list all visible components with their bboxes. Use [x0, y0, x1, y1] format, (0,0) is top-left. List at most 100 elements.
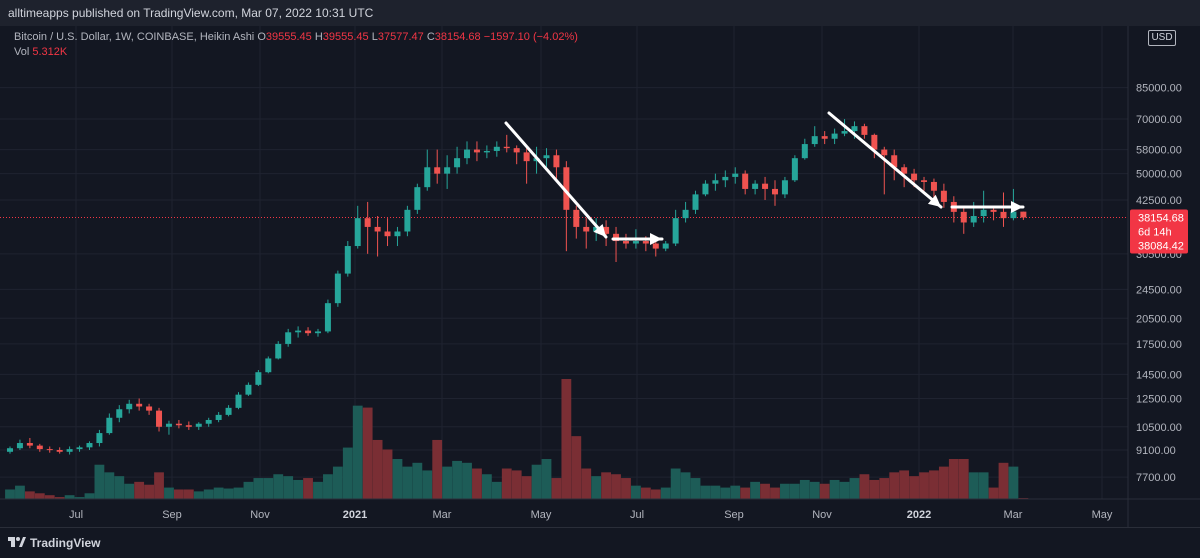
candle-body: [881, 149, 888, 156]
candle-body: [762, 183, 769, 189]
candle-body: [493, 146, 500, 151]
volume-bar: [770, 487, 780, 499]
volume-bar: [104, 472, 115, 499]
candle-body: [414, 187, 421, 210]
volume-bars: [5, 379, 1029, 499]
volume-bar: [15, 485, 25, 499]
volume-bar: [720, 487, 731, 499]
candle-body: [672, 218, 679, 244]
candle-body: [583, 226, 590, 232]
candle-body: [831, 133, 838, 139]
volume-bar: [919, 472, 929, 499]
volume-bar: [173, 489, 184, 499]
volume-bar: [293, 479, 304, 499]
price-tick-label: 17500.00: [1136, 339, 1182, 351]
volume-bar: [144, 484, 154, 499]
candle-body: [165, 423, 172, 427]
volume-bar: [541, 459, 552, 499]
volume-label[interactable]: Vol: [14, 46, 30, 58]
time-tick-label: Nov: [250, 509, 270, 521]
last-price-tag: [1130, 209, 1188, 254]
volume-bar: [631, 485, 641, 499]
volume-bar: [968, 472, 979, 499]
volume-bar: [640, 487, 651, 499]
time-tick-label: Mar: [433, 509, 452, 521]
time-axis[interactable]: Jul Sep Nov 2021 Mar May Jul Sep Nov 2022 Mar May: [0, 498, 1200, 521]
time-tick-label: Jul: [69, 509, 83, 521]
candle-body: [444, 167, 451, 174]
volume-bar: [809, 481, 820, 499]
volume-bar: [660, 487, 671, 499]
candle-body: [205, 419, 212, 424]
volume-bar: [432, 439, 443, 499]
price-axis[interactable]: 7700.00 9100.00 10500.00 12500.00 14500.00 17…: [1127, 26, 1182, 527]
candle-body: [901, 167, 908, 174]
low-value: 37577.47: [377, 31, 424, 43]
volume-bar: [978, 472, 989, 499]
price-tick-label: 42500.00: [1136, 195, 1182, 207]
candle-body: [891, 155, 898, 168]
arrow-shaft: [504, 121, 608, 239]
currency-button[interactable]: USD: [1148, 30, 1176, 46]
candle-body: [921, 180, 928, 182]
publisher-credit[interactable]: alltimeapps published on TradingView.com…: [8, 6, 374, 20]
volume-bar: [64, 495, 75, 499]
candle-body: [712, 180, 719, 184]
volume-bar: [621, 478, 631, 499]
price-tick-label: 70000.00: [1136, 114, 1182, 126]
candle-body: [314, 331, 321, 334]
volume-bar: [323, 474, 333, 499]
candle-body: [404, 209, 411, 232]
price-tick-label: 7700.00: [1136, 472, 1176, 484]
volume-bar: [611, 474, 621, 499]
volume-bar: [382, 449, 393, 499]
series-legend: Bitcoin / U.S. Dollar, 1W, COINBASE, Hei…: [14, 31, 578, 43]
volume-bar: [283, 476, 294, 499]
candle-body: [305, 330, 312, 334]
price-tick-label: 58000.00: [1136, 145, 1182, 157]
candle-body: [106, 417, 113, 434]
close-value: 38154.68: [434, 31, 481, 43]
volume-bar: [402, 466, 413, 499]
volume-bar: [253, 478, 264, 499]
price-tick-label: 24500.00: [1136, 284, 1182, 296]
candle-body: [1010, 211, 1017, 219]
open-value: 39555.45: [265, 31, 312, 43]
volume-bar: [313, 481, 323, 499]
volume-bar: [44, 495, 55, 499]
symbol-label[interactable]: Bitcoin / U.S. Dollar, 1W, COINBASE, Hei…: [14, 31, 255, 43]
candle-body: [483, 150, 490, 153]
candle-body: [613, 233, 620, 242]
candle-body: [136, 403, 143, 407]
volume-bar: [789, 483, 800, 499]
candle-body: [811, 136, 818, 145]
volume-bar: [154, 472, 164, 499]
tradingview-brand[interactable]: TradingView: [30, 536, 101, 550]
candle-body: [841, 131, 848, 134]
volume-bar: [998, 462, 1009, 499]
candle-body: [791, 158, 798, 181]
volume-bar: [501, 468, 512, 499]
candle-body: [722, 176, 729, 181]
candle-body: [185, 425, 192, 427]
arrow-head: [927, 194, 941, 207]
candlestick-chart[interactable]: 7700.00 9100.00 10500.00 12500.00 14500.00 17…: [0, 26, 1200, 527]
time-tick-label: Jul: [630, 509, 644, 521]
candle-body: [7, 448, 13, 452]
volume-bar: [263, 478, 274, 499]
volume-bar: [332, 466, 343, 499]
candle-body: [871, 134, 878, 150]
volume-bar: [690, 478, 701, 499]
candle-body: [255, 372, 262, 385]
volume-bar: [710, 485, 721, 499]
time-tick-label: May: [1092, 509, 1113, 521]
candle-body: [573, 209, 580, 227]
candle-body: [940, 190, 947, 202]
volume-bar: [233, 487, 244, 499]
arrow-head: [593, 224, 606, 237]
volume-bar: [303, 478, 313, 499]
volume-bar: [551, 478, 562, 499]
volume-bar: [84, 493, 95, 499]
volume-bar: [581, 468, 592, 499]
candle-body: [265, 358, 272, 373]
